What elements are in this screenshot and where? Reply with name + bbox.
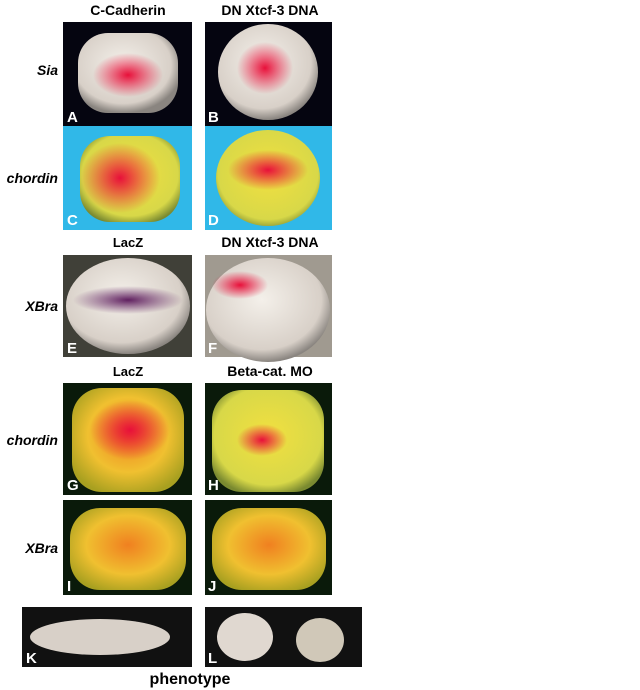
panel-letter: I xyxy=(67,578,71,595)
column-header: LacZ xyxy=(113,235,143,250)
panel-letter: J xyxy=(208,578,216,595)
panel-letter: F xyxy=(208,340,217,357)
panel-letter: C xyxy=(67,212,78,229)
panel-letter: B xyxy=(208,109,219,126)
caption: phenotype xyxy=(150,671,231,688)
panel-letter: H xyxy=(208,477,219,494)
panel-letters: A B C D E F G H I J K L xyxy=(26,109,219,667)
panels xyxy=(22,22,362,667)
headers: C-Cadherin DN Xtcf-3 DNA LacZ DN Xtcf-3 … xyxy=(90,2,318,379)
column-header: LacZ xyxy=(113,364,143,379)
panel-letter: G xyxy=(67,477,79,494)
panel-letter: A xyxy=(67,109,78,126)
row-labels: Sia chordin XBra chordin XBra xyxy=(7,62,59,556)
panel-letter: L xyxy=(208,650,217,667)
row-label: Sia xyxy=(37,62,58,78)
column-header: DN Xtcf-3 DNA xyxy=(221,2,318,18)
row-label: XBra xyxy=(24,298,58,314)
panel-letter: D xyxy=(208,212,219,229)
panel-letter: K xyxy=(26,650,37,667)
panel-letter: E xyxy=(67,340,77,357)
row-label: chordin xyxy=(7,432,58,448)
row-label: XBra xyxy=(24,540,58,556)
column-header: C-Cadherin xyxy=(90,2,165,18)
column-header: Beta-cat. MO xyxy=(227,363,313,379)
column-header: DN Xtcf-3 DNA xyxy=(221,234,318,250)
row-label: chordin xyxy=(7,170,58,186)
